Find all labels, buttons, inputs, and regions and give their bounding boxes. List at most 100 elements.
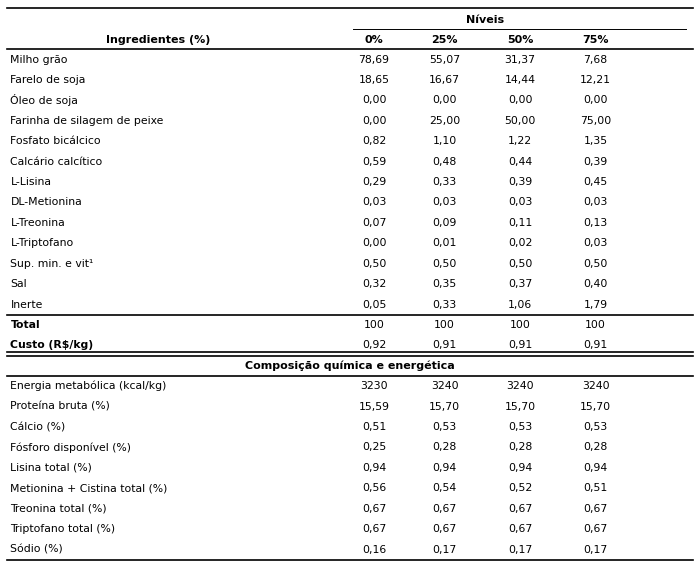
Text: 0,17: 0,17 [584, 544, 608, 554]
Text: 0%: 0% [365, 35, 384, 45]
Text: 0,00: 0,00 [583, 95, 608, 105]
Text: 16,67: 16,67 [429, 75, 460, 85]
Text: Fósforo disponível (%): Fósforo disponível (%) [10, 442, 132, 453]
Text: 0,32: 0,32 [362, 279, 386, 289]
Text: 15,70: 15,70 [580, 402, 611, 412]
Text: 0,37: 0,37 [508, 279, 532, 289]
Text: Milho grão: Milho grão [10, 55, 68, 64]
Text: 0,28: 0,28 [508, 442, 532, 452]
Text: L-Lisina: L-Lisina [10, 177, 52, 187]
Text: 0,35: 0,35 [433, 279, 457, 289]
Text: Custo (R$/kg): Custo (R$/kg) [10, 340, 94, 350]
Text: 0,56: 0,56 [362, 483, 386, 494]
Text: Calcário calcítico: Calcário calcítico [10, 157, 103, 166]
Text: 1,22: 1,22 [508, 136, 532, 146]
Text: 100: 100 [510, 320, 531, 330]
Text: 1,35: 1,35 [584, 136, 608, 146]
Text: Ingredientes (%): Ingredientes (%) [106, 35, 210, 45]
Text: 0,94: 0,94 [584, 463, 608, 473]
Text: 0,53: 0,53 [584, 422, 608, 432]
Text: 0,67: 0,67 [508, 504, 532, 514]
Text: 0,03: 0,03 [583, 238, 608, 248]
Text: 0,67: 0,67 [433, 524, 457, 534]
Text: Treonina total (%): Treonina total (%) [10, 504, 107, 514]
Text: 0,91: 0,91 [584, 340, 608, 350]
Text: 7,68: 7,68 [584, 55, 608, 64]
Text: 14,44: 14,44 [505, 75, 536, 85]
Text: L-Triptofano: L-Triptofano [10, 238, 74, 248]
Text: 0,94: 0,94 [508, 463, 532, 473]
Text: Farelo de soja: Farelo de soja [10, 75, 86, 85]
Text: 0,94: 0,94 [362, 463, 386, 473]
Text: 0,03: 0,03 [362, 197, 386, 208]
Text: 55,07: 55,07 [429, 55, 460, 64]
Text: Fosfato bicálcico: Fosfato bicálcico [10, 136, 101, 146]
Text: 3240: 3240 [506, 381, 534, 391]
Text: 0,00: 0,00 [362, 238, 386, 248]
Text: 15,70: 15,70 [429, 402, 460, 412]
Text: 0,33: 0,33 [433, 299, 457, 310]
Text: L-Treonina: L-Treonina [10, 218, 65, 228]
Text: 50%: 50% [507, 35, 533, 45]
Text: 0,25: 0,25 [362, 442, 386, 452]
Text: 0,82: 0,82 [362, 136, 386, 146]
Text: Óleo de soja: Óleo de soja [10, 94, 78, 107]
Text: Sódio (%): Sódio (%) [10, 544, 63, 554]
Text: 0,67: 0,67 [433, 504, 457, 514]
Text: Cálcio (%): Cálcio (%) [10, 422, 66, 432]
Text: 100: 100 [585, 320, 606, 330]
Text: 0,67: 0,67 [584, 524, 608, 534]
Text: 3240: 3240 [431, 381, 458, 391]
Text: 0,40: 0,40 [583, 279, 608, 289]
Text: 0,53: 0,53 [433, 422, 457, 432]
Text: 0,13: 0,13 [584, 218, 608, 228]
Text: 0,50: 0,50 [583, 259, 608, 268]
Text: 3230: 3230 [360, 381, 388, 391]
Text: 0,00: 0,00 [362, 116, 386, 126]
Text: 18,65: 18,65 [358, 75, 389, 85]
Text: 0,39: 0,39 [584, 157, 608, 166]
Text: 0,51: 0,51 [362, 422, 386, 432]
Text: Sal: Sal [10, 279, 27, 289]
Text: 1,10: 1,10 [433, 136, 457, 146]
Text: 0,16: 0,16 [362, 544, 386, 554]
Text: 0,02: 0,02 [508, 238, 532, 248]
Text: 0,54: 0,54 [433, 483, 457, 494]
Text: Proteína bruta (%): Proteína bruta (%) [10, 402, 111, 412]
Text: 0,45: 0,45 [584, 177, 608, 187]
Text: Farinha de silagem de peixe: Farinha de silagem de peixe [10, 116, 164, 126]
Text: 0,51: 0,51 [584, 483, 608, 494]
Text: Energia metabólica (kcal/kg): Energia metabólica (kcal/kg) [10, 381, 167, 391]
Text: 1,06: 1,06 [508, 299, 532, 310]
Text: Composição química e energética: Composição química e energética [245, 360, 455, 371]
Text: 0,11: 0,11 [508, 218, 532, 228]
Text: 0,44: 0,44 [508, 157, 532, 166]
Text: Triptofano total (%): Triptofano total (%) [10, 524, 116, 534]
Text: 0,91: 0,91 [508, 340, 532, 350]
Text: 0,33: 0,33 [433, 177, 457, 187]
Text: 78,69: 78,69 [358, 55, 389, 64]
Text: 12,21: 12,21 [580, 75, 611, 85]
Text: 3240: 3240 [582, 381, 610, 391]
Text: 0,52: 0,52 [508, 483, 532, 494]
Text: 0,03: 0,03 [583, 197, 608, 208]
Text: 0,28: 0,28 [433, 442, 457, 452]
Text: 0,00: 0,00 [433, 95, 457, 105]
Text: 0,09: 0,09 [433, 218, 457, 228]
Text: 0,03: 0,03 [433, 197, 457, 208]
Text: 31,37: 31,37 [505, 55, 536, 64]
Text: 0,94: 0,94 [433, 463, 457, 473]
Text: 0,50: 0,50 [433, 259, 457, 268]
Text: 0,00: 0,00 [362, 95, 386, 105]
Text: 100: 100 [434, 320, 455, 330]
Text: 50,00: 50,00 [505, 116, 536, 126]
Text: Lisina total (%): Lisina total (%) [10, 463, 92, 473]
Text: 0,53: 0,53 [508, 422, 532, 432]
Text: 0,07: 0,07 [362, 218, 386, 228]
Text: 0,01: 0,01 [433, 238, 457, 248]
Text: 100: 100 [363, 320, 384, 330]
Text: 0,03: 0,03 [508, 197, 532, 208]
Text: 0,67: 0,67 [508, 524, 532, 534]
Text: 0,00: 0,00 [508, 95, 533, 105]
Text: 0,50: 0,50 [362, 259, 386, 268]
